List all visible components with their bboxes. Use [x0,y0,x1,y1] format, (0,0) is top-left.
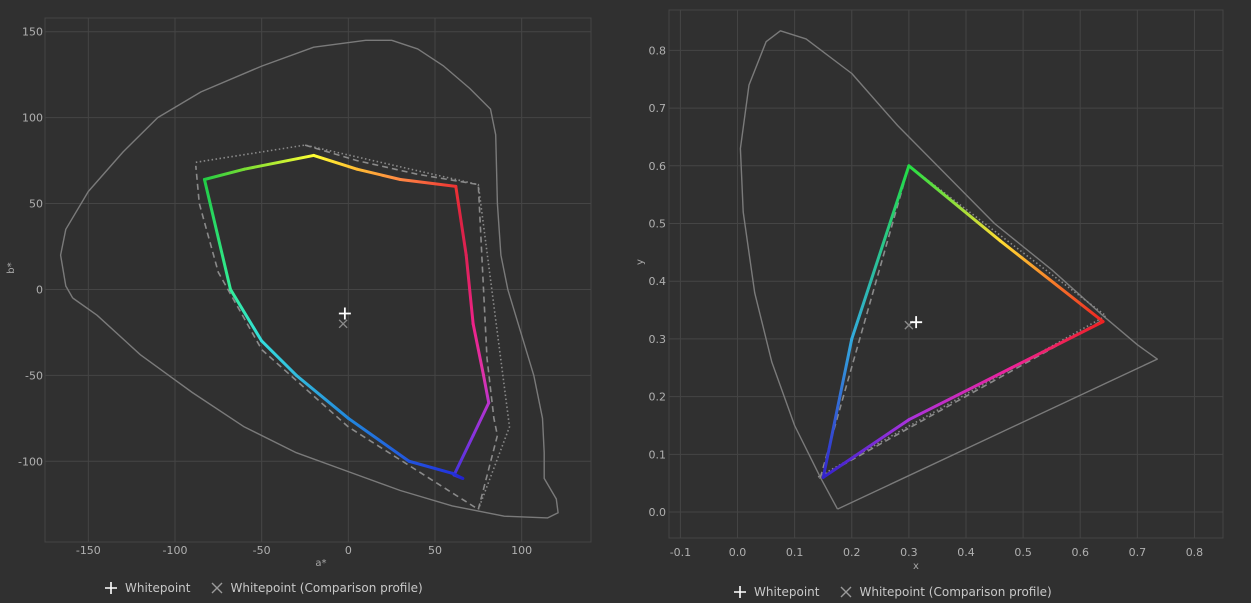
legend-comparison: Whitepoint (Comparison profile) [838,584,1052,600]
plus-icon [732,584,748,600]
y-tick-label: 0.6 [649,160,667,173]
y-tick-label: 0.2 [649,391,667,404]
x-tick-label: 0.1 [786,546,804,559]
x-tick-label: 100 [511,544,532,557]
gamut-segment [454,184,463,223]
gamut-segment [1010,320,1105,370]
x-tick-label: -50 [253,544,271,557]
y-tick-label: 0.5 [649,218,667,231]
y-tick-label: -50 [25,369,43,382]
gamut-segment [398,177,458,188]
gamut-segment [998,239,1105,324]
cross-icon [209,580,225,596]
gamut-segment [821,418,911,479]
y-tick-label: 0.3 [649,333,667,346]
y-axis-label: b* [6,262,17,273]
comparison-whitepoint-marker [338,319,348,329]
cross-icon [838,584,854,600]
x-tick-label: 0.6 [1071,546,1089,559]
y-axis-label: y [635,259,646,265]
gamut-segment [821,337,854,479]
gamut-segment [228,287,264,343]
gamut-segment [907,366,1014,422]
plot-area [739,30,1159,510]
plot-frame [668,9,1224,539]
plus-icon [103,580,119,596]
legend-right: Whitepoint Whitepoint (Comparison profil… [732,584,1070,600]
lab-chart: -150 -100 -50 0 50 100 150 100 50 0 -50 -100 a* b* [6,17,592,569]
legend-left: Whitepoint Whitepoint (Comparison profil… [103,580,441,596]
x-tick-label: 0.5 [1014,546,1032,559]
y-tick-label: 100 [22,112,43,125]
xy-chart: -0.1 0.0 0.1 0.2 0.3 0.4 0.5 0.6 0.7 0.8 0.8 0.7 0.6… [635,9,1224,572]
y-tick-label: -100 [18,455,43,468]
gamut-segment [346,416,411,463]
gamut-segment [202,177,232,291]
legend-whitepoint: Whitepoint [732,584,820,600]
y-tick-label: 0.4 [649,275,667,288]
whitepoint-marker [910,316,923,329]
plot-area [59,39,559,519]
x-tick-label: 0.4 [957,546,975,559]
x-tick-label: 0 [345,544,352,557]
x-tick-label: 0.0 [729,546,747,559]
gamut-segment [407,459,454,475]
y-tick-label: 0.7 [649,102,667,115]
y-tick-label: 50 [29,198,43,211]
y-tick-label: 0.1 [649,448,667,461]
spectral-locus [59,39,559,519]
x-tick-label: 0.8 [1186,546,1204,559]
gamut-segment [260,339,298,377]
x-tick-label: 0.7 [1129,546,1147,559]
gamut-segment [452,433,475,477]
y-tick-label: 0.0 [649,506,667,519]
comparison-gamut-dashed [195,144,499,511]
legend-comparison: Whitepoint (Comparison profile) [209,580,423,596]
comparison-gamut-dashed [819,165,1101,480]
whitepoint-marker [338,307,351,320]
x-tick-label: 50 [428,544,442,557]
gamut-segment [450,471,465,480]
gamut-segment [471,322,486,377]
gamut-segment [294,373,350,420]
x-tick-label: -0.1 [670,546,691,559]
legend-whitepoint-label: Whitepoint [125,581,191,595]
plot-frame [44,17,592,543]
y-tick-label: 0 [36,283,43,296]
x-tick-label: 0.2 [843,546,861,559]
legend-whitepoint-label: Whitepoint [754,585,820,599]
x-axis-label: x [913,561,919,572]
gamut-segment [471,401,491,437]
gamut-segment [202,167,246,181]
x-tick-label: -100 [163,544,188,557]
x-axis-label: a* [315,558,326,569]
gamut-segment [355,167,402,181]
gamut-segment [312,153,359,171]
y-tick-label: 150 [22,26,43,39]
gamut-segment [464,253,475,326]
gamut-segment [907,164,1002,243]
legend-comparison-label: Whitepoint (Comparison profile) [859,585,1052,599]
comparison-gamut-dotted [817,165,1108,479]
y-tick-label: 0.8 [649,44,667,57]
gamut-segment [459,219,468,257]
x-tick-label: 0.3 [900,546,918,559]
legend-comparison-label: Whitepoint (Comparison profile) [230,581,423,595]
gamut-segment [850,164,911,341]
spectral-locus [739,30,1159,510]
gamut-segment [482,373,491,405]
gamut-segment [242,153,316,171]
legend-whitepoint: Whitepoint [103,580,191,596]
comparison-gamut-dotted [195,144,511,510]
x-tick-label: -150 [76,544,101,557]
